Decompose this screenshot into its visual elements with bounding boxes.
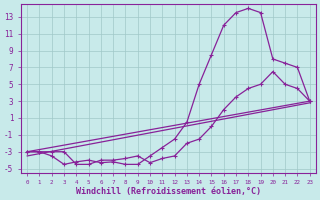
X-axis label: Windchill (Refroidissement éolien,°C): Windchill (Refroidissement éolien,°C) <box>76 187 261 196</box>
